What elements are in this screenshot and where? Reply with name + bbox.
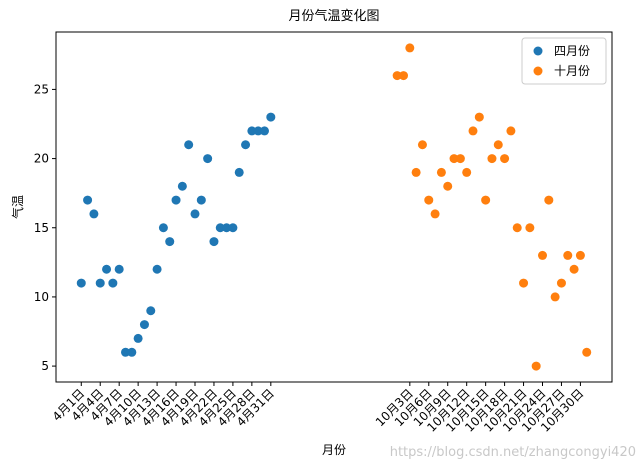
point [215,223,225,233]
point [146,306,156,316]
point [417,140,427,150]
point [474,112,484,122]
point [531,361,541,371]
point [468,126,478,136]
point [95,278,105,288]
point [405,43,415,53]
point [228,223,238,233]
point [519,278,529,288]
legend-marker [533,46,543,56]
point [392,71,402,81]
point [158,223,168,233]
plot-frame [55,31,613,383]
y-axis-label: 气温 [10,195,25,219]
point [114,264,124,274]
point [500,154,510,164]
chart-title: 月份气温变化图 [288,8,379,24]
point [196,195,206,205]
point [550,292,560,302]
point [177,181,187,191]
x-axis-label: 月份 [322,443,346,457]
point [152,264,162,274]
point [556,278,566,288]
point [184,140,194,150]
point [563,250,573,260]
point [430,209,440,219]
legend-label: 四月份 [554,44,590,58]
point [165,237,175,247]
y-tick-label: 25 [34,82,49,96]
point [253,126,263,136]
point [234,167,244,177]
point [411,167,421,177]
legend-marker [533,66,543,76]
point [436,167,446,177]
y-tick-label: 10 [34,290,49,304]
point [127,347,137,357]
point [538,250,547,260]
point [399,71,408,81]
point [506,126,516,136]
point [190,209,200,219]
point [222,223,232,233]
point [481,195,491,205]
point [108,278,118,288]
point [493,140,503,150]
point [462,167,472,177]
point [241,140,251,150]
point [455,154,465,164]
point [544,195,554,205]
watermark: https://blog.csdn.net/zhangcongyi420 [390,445,636,460]
point [209,237,219,247]
point [139,320,149,330]
point [83,195,93,205]
legend-label: 十月份 [554,64,590,78]
point [102,264,112,274]
point [89,209,99,219]
y-tick-label: 15 [34,221,49,235]
point [171,195,181,205]
point [133,333,143,343]
point [266,112,276,122]
point [76,278,86,288]
point [443,181,453,191]
point [525,223,535,233]
point [575,250,585,260]
legend-box [521,37,607,85]
point [512,223,522,233]
point [247,126,257,136]
y-tick-label: 5 [41,359,49,373]
point [582,347,592,357]
point [203,154,213,164]
point [260,126,269,136]
point [121,347,130,357]
point [487,154,497,164]
point [569,264,579,274]
point [424,195,434,205]
point [449,154,459,164]
y-tick-label: 20 [34,152,49,166]
